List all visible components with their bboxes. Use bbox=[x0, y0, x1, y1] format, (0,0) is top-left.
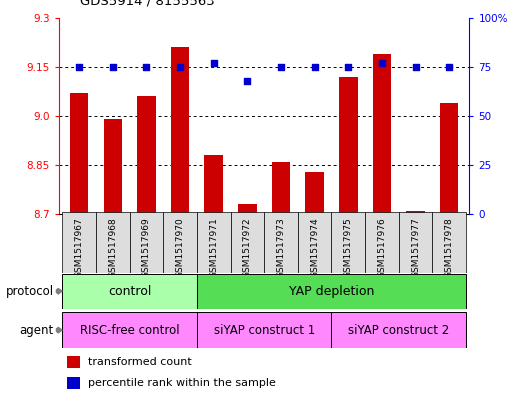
Text: transformed count: transformed count bbox=[88, 358, 191, 367]
Bar bbox=[205, 155, 223, 214]
Bar bbox=[399, 212, 432, 273]
Bar bbox=[70, 93, 88, 214]
Text: RISC-free control: RISC-free control bbox=[80, 323, 180, 337]
Text: GSM1517977: GSM1517977 bbox=[411, 217, 420, 278]
Bar bbox=[67, 356, 80, 368]
Text: GSM1517967: GSM1517967 bbox=[75, 217, 84, 278]
Text: percentile rank within the sample: percentile rank within the sample bbox=[88, 378, 275, 388]
Text: control: control bbox=[108, 285, 151, 298]
Bar bbox=[406, 211, 425, 214]
Bar bbox=[137, 96, 156, 214]
Text: siYAP construct 1: siYAP construct 1 bbox=[213, 323, 315, 337]
Text: GSM1517973: GSM1517973 bbox=[277, 217, 286, 278]
Point bbox=[445, 64, 453, 70]
Bar bbox=[298, 212, 331, 273]
Bar bbox=[63, 274, 197, 309]
Point bbox=[210, 60, 218, 66]
Bar bbox=[104, 119, 122, 214]
Text: siYAP construct 2: siYAP construct 2 bbox=[348, 323, 449, 337]
Bar bbox=[238, 204, 256, 214]
Bar bbox=[331, 312, 466, 348]
Bar bbox=[163, 212, 197, 273]
Bar bbox=[63, 212, 96, 273]
Point bbox=[277, 64, 285, 70]
Text: GSM1517969: GSM1517969 bbox=[142, 217, 151, 278]
Bar bbox=[440, 103, 459, 214]
Bar bbox=[365, 212, 399, 273]
Bar bbox=[432, 212, 466, 273]
Bar bbox=[67, 377, 80, 389]
Bar bbox=[130, 212, 163, 273]
Bar bbox=[305, 172, 324, 214]
Text: GSM1517976: GSM1517976 bbox=[378, 217, 386, 278]
Point bbox=[411, 64, 420, 70]
Bar bbox=[197, 312, 331, 348]
Point bbox=[378, 60, 386, 66]
Bar bbox=[264, 212, 298, 273]
Point bbox=[310, 64, 319, 70]
Bar bbox=[339, 77, 358, 214]
Bar bbox=[372, 54, 391, 214]
Bar bbox=[272, 162, 290, 214]
Bar bbox=[171, 47, 189, 214]
Text: GSM1517972: GSM1517972 bbox=[243, 217, 252, 278]
Text: GSM1517978: GSM1517978 bbox=[445, 217, 453, 278]
Point bbox=[109, 64, 117, 70]
Point bbox=[142, 64, 150, 70]
Bar bbox=[230, 212, 264, 273]
Point bbox=[243, 77, 251, 84]
Text: GSM1517975: GSM1517975 bbox=[344, 217, 353, 278]
Bar bbox=[197, 212, 230, 273]
Text: YAP depletion: YAP depletion bbox=[289, 285, 374, 298]
Bar bbox=[96, 212, 130, 273]
Point bbox=[75, 64, 83, 70]
Text: agent: agent bbox=[19, 323, 54, 337]
Text: GSM1517968: GSM1517968 bbox=[108, 217, 117, 278]
Text: protocol: protocol bbox=[6, 285, 54, 298]
Bar bbox=[197, 274, 466, 309]
Text: GDS5914 / 8155563: GDS5914 / 8155563 bbox=[80, 0, 214, 8]
Text: GSM1517974: GSM1517974 bbox=[310, 217, 319, 278]
Bar bbox=[63, 312, 197, 348]
Point bbox=[176, 64, 184, 70]
Text: GSM1517971: GSM1517971 bbox=[209, 217, 218, 278]
Point bbox=[344, 64, 352, 70]
Text: GSM1517970: GSM1517970 bbox=[175, 217, 185, 278]
Bar bbox=[331, 212, 365, 273]
